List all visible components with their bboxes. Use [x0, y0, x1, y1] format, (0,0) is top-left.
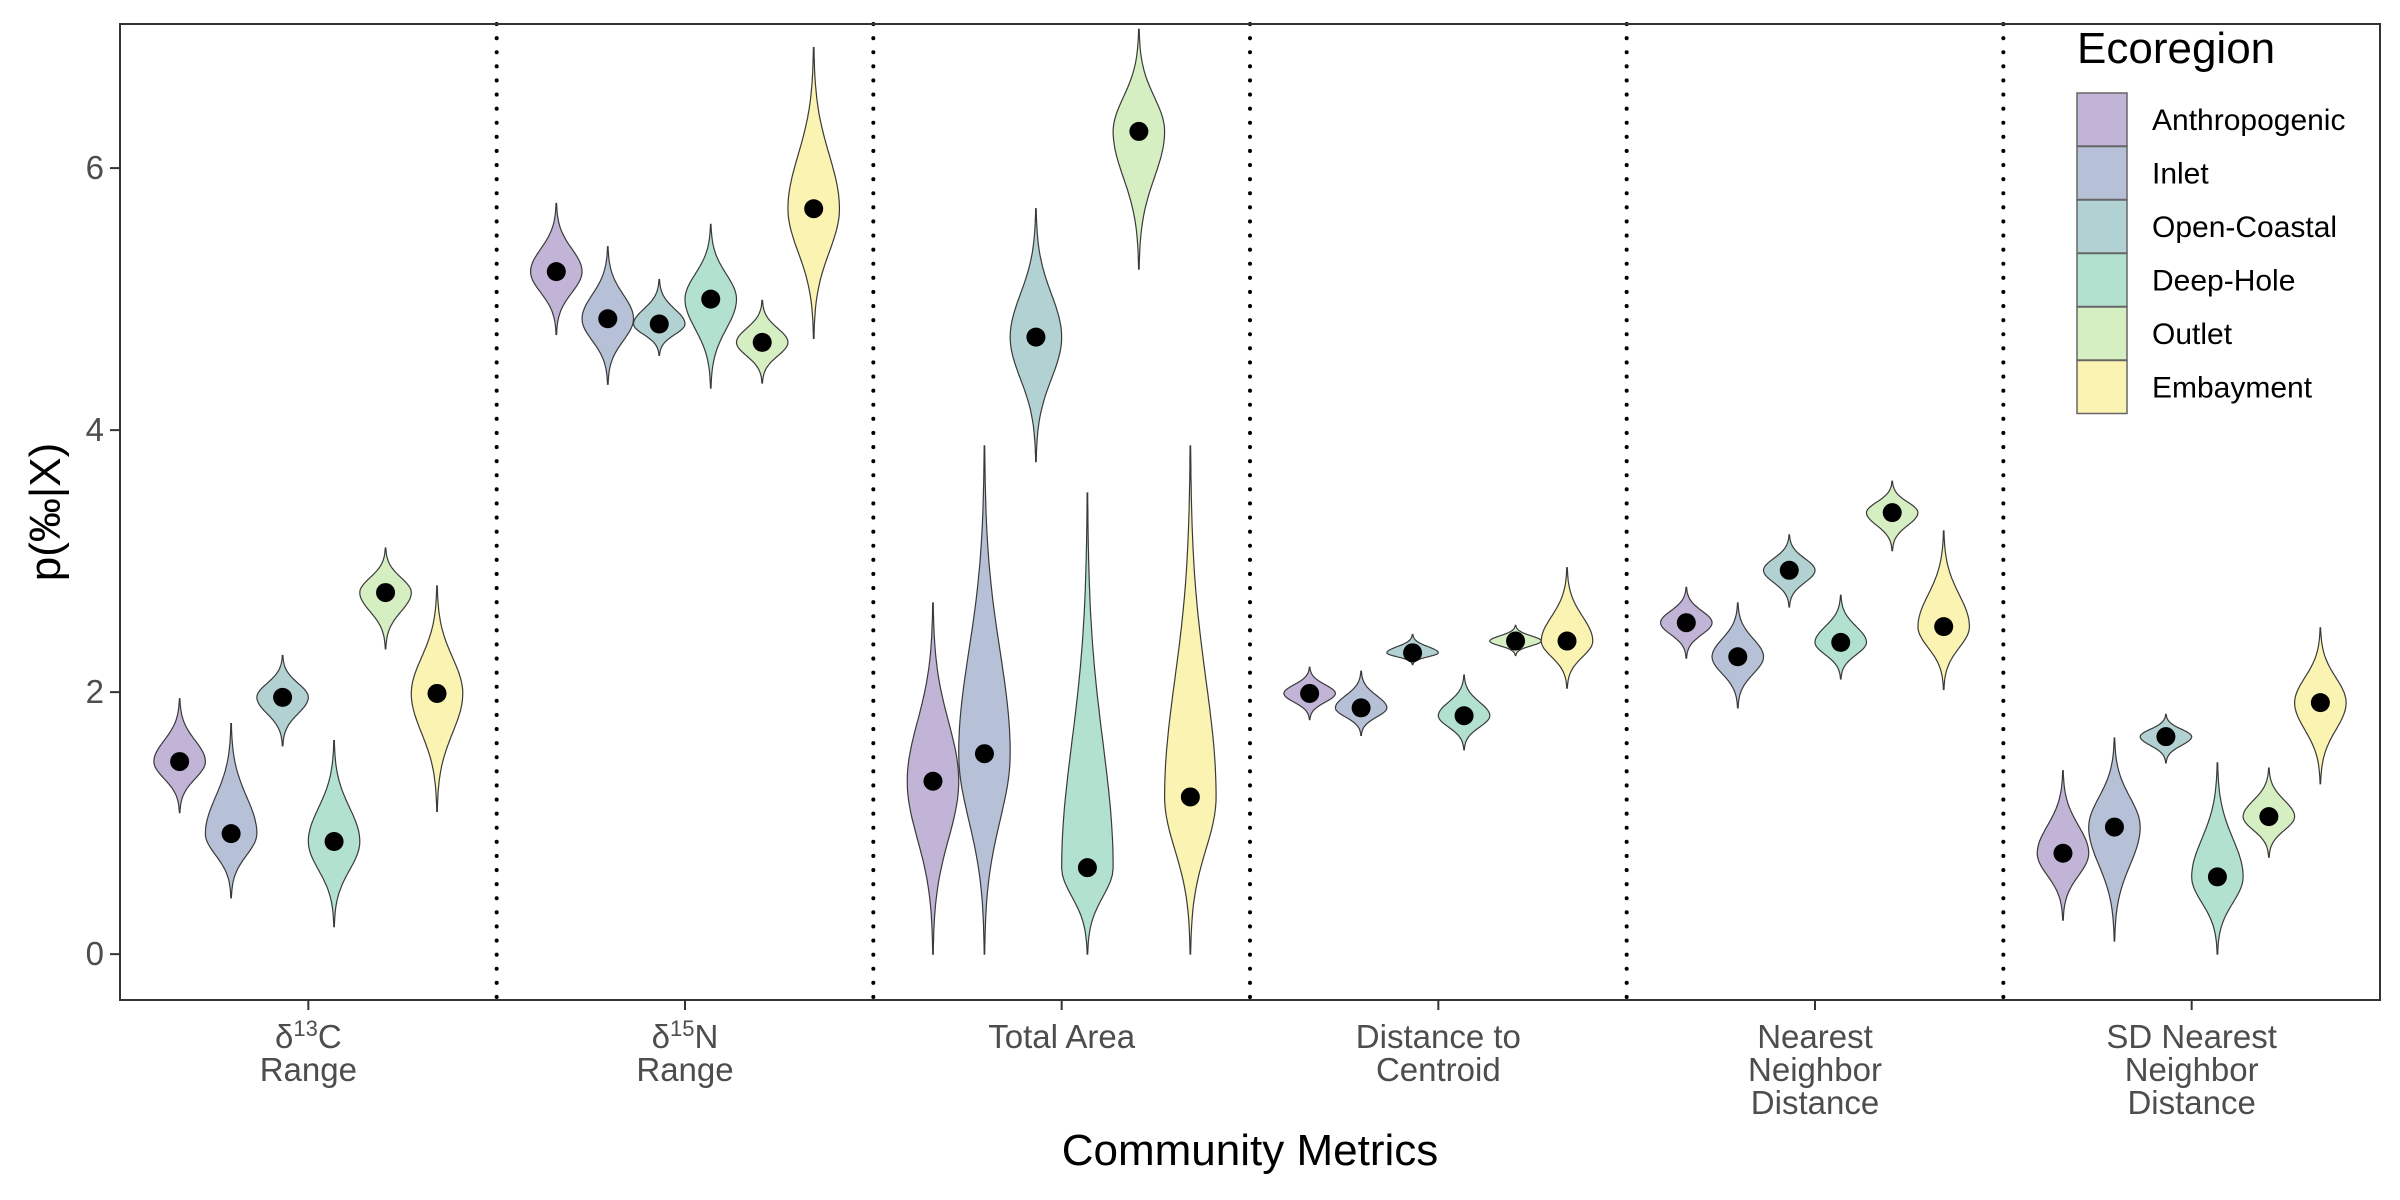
- mode-point-embayment-1: [804, 199, 824, 219]
- x-tick-label: Distance to Centroid: [1356, 1018, 1521, 1088]
- mode-point-outlet-5: [2259, 807, 2279, 827]
- legend-label-embayment: Embayment: [2152, 372, 2313, 405]
- violin-outlet-2: [1112, 28, 1166, 270]
- legend-swatch-deep-hole: [2076, 252, 2128, 308]
- violin-deep-hole-5: [2191, 762, 2244, 955]
- violin-inlet-0: [204, 723, 258, 899]
- legend-label-outlet: Outlet: [2152, 318, 2233, 351]
- mode-point-inlet-3: [1351, 698, 1371, 718]
- x-tick-label: δ15N Range: [636, 1016, 733, 1088]
- y-tick-label: 0: [86, 935, 104, 972]
- mode-point-embayment-0: [427, 683, 447, 703]
- x-tick-label: Total Area: [988, 1018, 1135, 1055]
- legend-swatch-outlet: [2076, 306, 2128, 361]
- mode-point-outlet-4: [1882, 503, 1902, 523]
- y-tick-label: 2: [86, 673, 104, 710]
- legend-label-deep-hole: Deep-Hole: [2152, 265, 2295, 298]
- mode-point-deep-hole-0: [324, 831, 344, 851]
- mode-point-open-coastal-4: [1779, 560, 1799, 580]
- violin-embayment-1: [787, 47, 840, 339]
- mode-point-open-coastal-3: [1403, 643, 1423, 663]
- mode-point-embayment-3: [1557, 631, 1577, 651]
- mode-point-inlet-0: [221, 824, 241, 844]
- x-tick-label: Nearest Neighbor Distance: [1748, 1018, 1882, 1121]
- x-tick-label: δ13C Range: [260, 1016, 357, 1088]
- mode-point-deep-hole-5: [2207, 867, 2227, 887]
- mode-point-anthropogenic-0: [170, 752, 190, 772]
- mode-point-outlet-1: [752, 332, 772, 352]
- x-axis: δ13C Range δ15N Range Total Area Distance to C…: [260, 1000, 2277, 1121]
- violin-embayment-2: [1163, 445, 1217, 955]
- legend: Ecoregion Anthropogenic Inlet Open-Coastal…: [2076, 24, 2345, 415]
- mode-point-inlet-1: [598, 309, 618, 329]
- y-tick-label: 6: [86, 149, 104, 186]
- legend-swatch-embayment: [2076, 359, 2128, 415]
- mode-point-anthropogenic-3: [1300, 683, 1320, 703]
- legend-label-anthropogenic: Anthropogenic: [2152, 104, 2345, 137]
- mode-point-open-coastal-2: [1026, 327, 1046, 347]
- legend-title: Ecoregion: [2077, 24, 2275, 73]
- mode-point-deep-hole-1: [701, 289, 721, 309]
- mode-point-anthropogenic-2: [923, 771, 943, 791]
- mode-point-anthropogenic-1: [546, 262, 566, 282]
- mode-point-embayment-2: [1180, 787, 1200, 807]
- point-layer: [170, 121, 2330, 887]
- mode-point-inlet-4: [1728, 647, 1748, 667]
- x-tick-label: SD Nearest Neighbor Distance: [2106, 1018, 2277, 1121]
- mode-point-anthropogenic-4: [1676, 613, 1696, 633]
- violin-embayment-4: [1917, 530, 1971, 691]
- mode-point-outlet-3: [1506, 631, 1526, 651]
- legend-swatch-anthropogenic: [2076, 92, 2128, 147]
- mode-point-anthropogenic-5: [2053, 843, 2073, 863]
- mode-point-open-coastal-5: [2156, 727, 2176, 747]
- legend-label-inlet: Inlet: [2152, 158, 2209, 191]
- legend-swatch-open-coastal: [2076, 199, 2128, 254]
- mode-point-deep-hole-3: [1454, 706, 1474, 726]
- mode-point-inlet-5: [2104, 817, 2124, 837]
- legend-label-open-coastal: Open-Coastal: [2152, 211, 2337, 244]
- violin-deep-hole-2: [1061, 492, 1114, 955]
- category-separators: [494, 22, 2006, 1002]
- mode-point-open-coastal-0: [273, 687, 293, 707]
- violin-embayment-3: [1540, 567, 1594, 689]
- y-axis-title: p(‰|X): [21, 443, 70, 582]
- mode-point-outlet-0: [376, 583, 396, 603]
- y-tick-label: 4: [86, 411, 104, 448]
- legend-swatch-inlet: [2076, 145, 2128, 201]
- x-axis-title: Community Metrics: [1062, 1126, 1439, 1175]
- mode-point-outlet-2: [1129, 121, 1149, 141]
- mode-point-embayment-4: [1934, 617, 1954, 637]
- violin-inlet-5: [2088, 737, 2141, 942]
- mode-point-deep-hole-4: [1831, 632, 1851, 652]
- mode-point-deep-hole-2: [1077, 858, 1097, 878]
- plot-panel-border: [119, 23, 2381, 1001]
- violin-inlet-2: [958, 445, 1011, 955]
- mode-point-embayment-5: [2310, 693, 2330, 713]
- mode-point-open-coastal-1: [649, 314, 669, 334]
- y-axis: 0 2 4 6: [86, 149, 120, 972]
- mode-point-inlet-2: [974, 744, 994, 764]
